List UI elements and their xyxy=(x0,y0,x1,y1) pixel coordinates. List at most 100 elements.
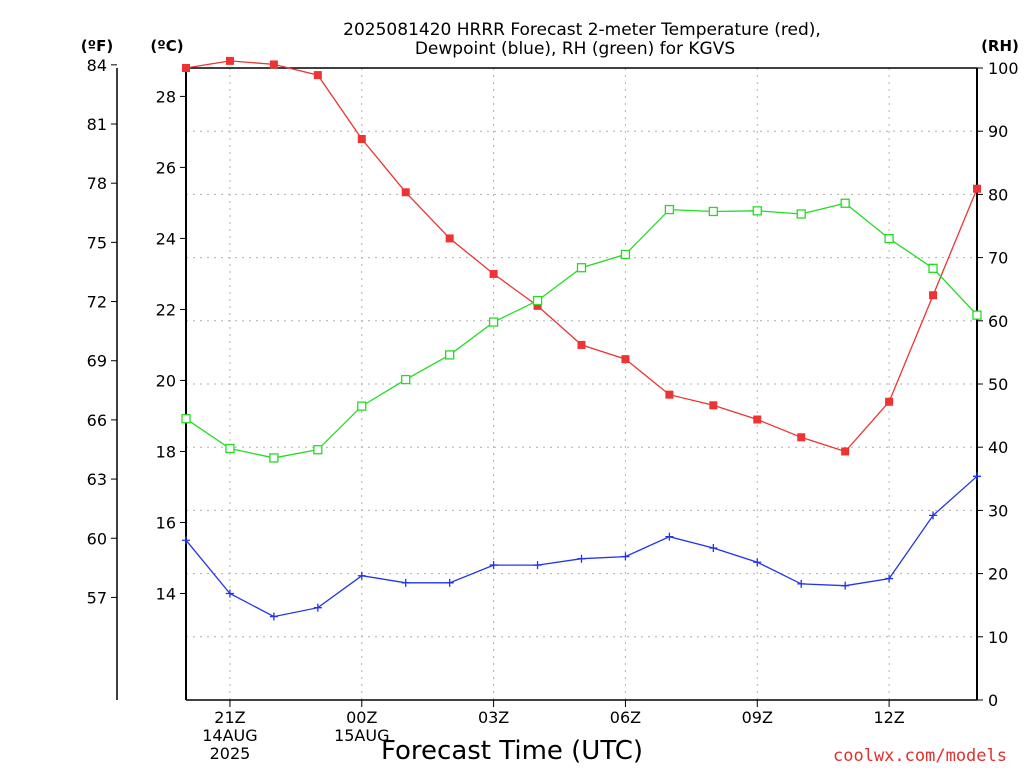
x-tick-label: 00Z xyxy=(346,708,377,727)
rh-point xyxy=(796,209,806,219)
temperature-point xyxy=(225,56,234,65)
dewpoint-point xyxy=(885,574,894,583)
fahrenheit-tick-label: 66 xyxy=(87,411,107,430)
temperature-point xyxy=(577,340,586,349)
rh-tick-label: 30 xyxy=(988,501,1008,520)
temperature-point xyxy=(182,64,190,72)
rh-point xyxy=(884,233,894,244)
celsius-tick-label: 26 xyxy=(156,158,176,177)
dewpoint-point xyxy=(269,612,278,621)
celsius-tick-label: 14 xyxy=(156,584,176,603)
celsius-tick-label: 20 xyxy=(156,371,176,390)
chart-title: 2025081420 HRRR Forecast 2-meter Tempera… xyxy=(343,20,821,40)
rh-point xyxy=(752,206,762,216)
dewpoint-point xyxy=(665,532,674,541)
rh-line xyxy=(185,202,978,459)
credit-text: coolwx.com/models xyxy=(833,746,1007,766)
dewpoint-point xyxy=(841,581,850,590)
rh-tick-label: 20 xyxy=(988,565,1008,584)
rh-tick-label: 90 xyxy=(988,122,1008,141)
rh-point xyxy=(972,310,982,320)
fahrenheit-tick-label: 78 xyxy=(87,174,107,193)
temperature-point xyxy=(533,301,542,310)
temperature-point xyxy=(357,135,366,144)
temperature-point xyxy=(665,390,674,399)
rh-point xyxy=(620,249,631,260)
dewpoint-point xyxy=(621,552,630,561)
dewpoint-line xyxy=(185,475,978,618)
axis-ticks: 14 16 18 20 22 24 26 28 57 60 63 66 69 72 75 78 81 84 0 10 2… xyxy=(87,56,1019,763)
fahrenheit-tick-label: 75 xyxy=(87,233,107,252)
rh-tick-label: 10 xyxy=(988,628,1008,647)
axes xyxy=(116,67,978,701)
temperature-point xyxy=(445,234,454,243)
x-tick-label: 09Z xyxy=(742,708,773,727)
temperature-point xyxy=(269,60,278,69)
dewpoint-point xyxy=(797,579,806,588)
x-tick-label: 21Z xyxy=(214,708,245,727)
x-tick-label: 14AUG xyxy=(202,726,257,745)
rh-series xyxy=(181,198,982,463)
dewpoint-point xyxy=(225,589,234,598)
temperature-point xyxy=(753,415,762,424)
celsius-tick-label: 18 xyxy=(156,442,176,461)
fahrenheit-tick-label: 81 xyxy=(87,115,107,134)
dewpoint-point xyxy=(357,571,366,580)
temperature-point xyxy=(489,269,498,278)
x-tick-label: 15AUG xyxy=(334,726,389,745)
x-tick-label: 06Z xyxy=(610,708,641,727)
rh-point xyxy=(445,350,455,360)
x-axis-label: Forecast Time (UTC) xyxy=(381,736,643,766)
celsius-tick-label: 16 xyxy=(156,513,176,532)
unit-label-fahrenheit: (ºF) xyxy=(81,37,113,55)
celsius-tick-label: 22 xyxy=(156,300,176,319)
dewpoint-point xyxy=(929,511,938,520)
dewpoint-point xyxy=(973,472,981,481)
rh-point xyxy=(928,263,938,273)
rh-point xyxy=(313,445,323,455)
rh-point xyxy=(664,204,675,215)
temperature-point xyxy=(621,355,630,364)
rh-point xyxy=(225,443,235,454)
data-series xyxy=(181,56,982,621)
dewpoint-point xyxy=(489,561,498,570)
rh-tick-label: 100 xyxy=(988,59,1019,78)
dewpoint-point xyxy=(709,544,718,553)
rh-point xyxy=(181,414,191,424)
temperature-line xyxy=(185,60,978,453)
rh-tick-label: 70 xyxy=(988,249,1008,268)
unit-label-celsius: (ºC) xyxy=(150,37,183,55)
rh-tick-label: 50 xyxy=(988,375,1008,394)
rh-point xyxy=(840,198,850,208)
rh-point xyxy=(532,295,543,306)
x-tick-label: 03Z xyxy=(478,708,509,727)
dewpoint-point xyxy=(313,603,322,612)
rh-tick-label: 60 xyxy=(988,312,1008,331)
rh-point xyxy=(269,453,279,463)
x-tick-label: 12Z xyxy=(873,708,904,727)
temperature-point xyxy=(929,291,938,300)
fahrenheit-tick-label: 57 xyxy=(87,588,107,607)
rh-point xyxy=(401,374,411,385)
temperature-point xyxy=(797,433,806,442)
temperature-point xyxy=(841,447,850,456)
dewpoint-series xyxy=(182,472,981,621)
celsius-tick-label: 24 xyxy=(156,229,176,248)
temperature-point xyxy=(973,184,981,193)
dewpoint-point xyxy=(445,578,454,587)
fahrenheit-tick-label: 60 xyxy=(87,529,107,548)
rh-point xyxy=(708,206,718,217)
dewpoint-point xyxy=(533,561,542,570)
temperature-point xyxy=(401,188,410,197)
temperature-point xyxy=(313,71,322,80)
fahrenheit-tick-label: 72 xyxy=(87,293,107,312)
grid-lines xyxy=(186,68,977,700)
fahrenheit-tick-label: 84 xyxy=(87,56,107,75)
temperature-point xyxy=(885,397,894,406)
rh-point xyxy=(576,263,587,273)
rh-tick-label: 40 xyxy=(988,438,1008,457)
dewpoint-point xyxy=(753,558,762,567)
chart-subtitle: Dewpoint (blue), RH (green) for KGVS xyxy=(415,39,735,59)
dewpoint-point xyxy=(401,578,410,587)
